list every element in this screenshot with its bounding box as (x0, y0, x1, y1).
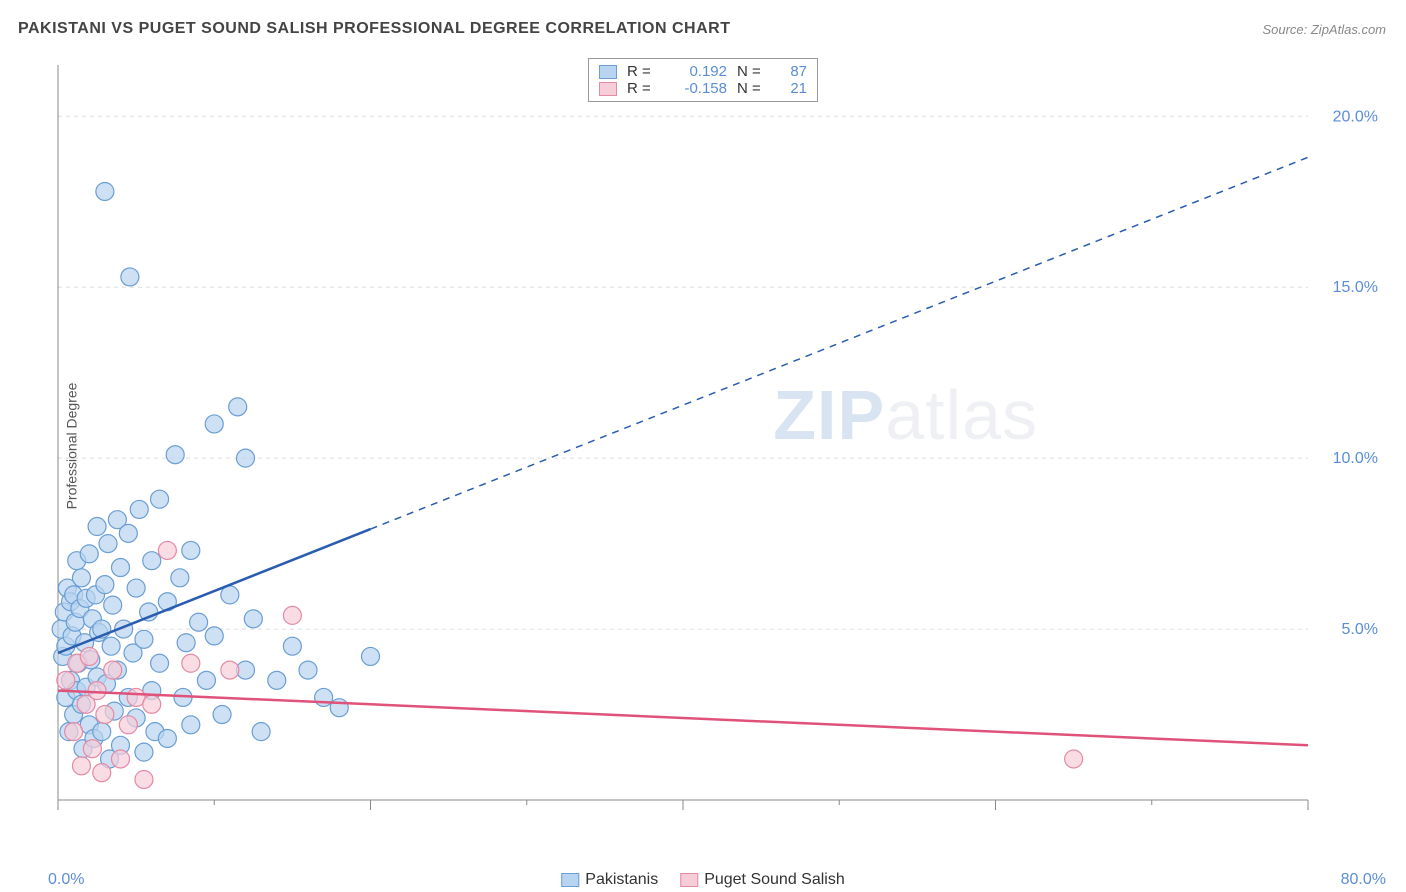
r-label: R = (627, 63, 657, 80)
scatter-plot: 5.0% 10.0% 15.0% 20.0% (48, 55, 1388, 830)
x-min-label: 0.0% (48, 871, 84, 889)
swatch-salish-icon (680, 873, 698, 887)
r-label: R = (627, 80, 657, 97)
legend-label-pakistanis: Pakistanis (585, 871, 658, 889)
watermark: ZIPatlas (773, 375, 1038, 455)
y-tick-label: 15.0% (1333, 279, 1378, 296)
legend-row-pakistanis: R = 0.192 N = 87 (599, 63, 807, 80)
n-label: N = (737, 80, 767, 97)
y-tick-label: 5.0% (1342, 621, 1378, 638)
r-value-pakistanis: 0.192 (667, 63, 727, 80)
series-legend: Pakistanis Puget Sound Salish (561, 871, 844, 889)
n-value-salish: 21 (777, 80, 807, 97)
legend-item-salish: Puget Sound Salish (680, 871, 845, 889)
legend-row-salish: R = -0.158 N = 21 (599, 80, 807, 97)
source-label: Source: ZipAtlas.com (1262, 22, 1386, 37)
legend-label-salish: Puget Sound Salish (704, 871, 845, 889)
swatch-salish (599, 82, 617, 96)
n-label: N = (737, 63, 767, 80)
legend-item-pakistanis: Pakistanis (561, 871, 658, 889)
y-tick-label: 10.0% (1333, 450, 1378, 467)
n-value-pakistanis: 87 (777, 63, 807, 80)
correlation-legend: R = 0.192 N = 87 R = -0.158 N = 21 (588, 58, 818, 102)
chart-title: PAKISTANI VS PUGET SOUND SALISH PROFESSI… (18, 20, 730, 38)
x-max-label: 80.0% (1341, 871, 1386, 889)
swatch-pakistanis-icon (561, 873, 579, 887)
r-value-salish: -0.158 (667, 80, 727, 97)
y-tick-label: 20.0% (1333, 108, 1378, 125)
swatch-pakistanis (599, 65, 617, 79)
